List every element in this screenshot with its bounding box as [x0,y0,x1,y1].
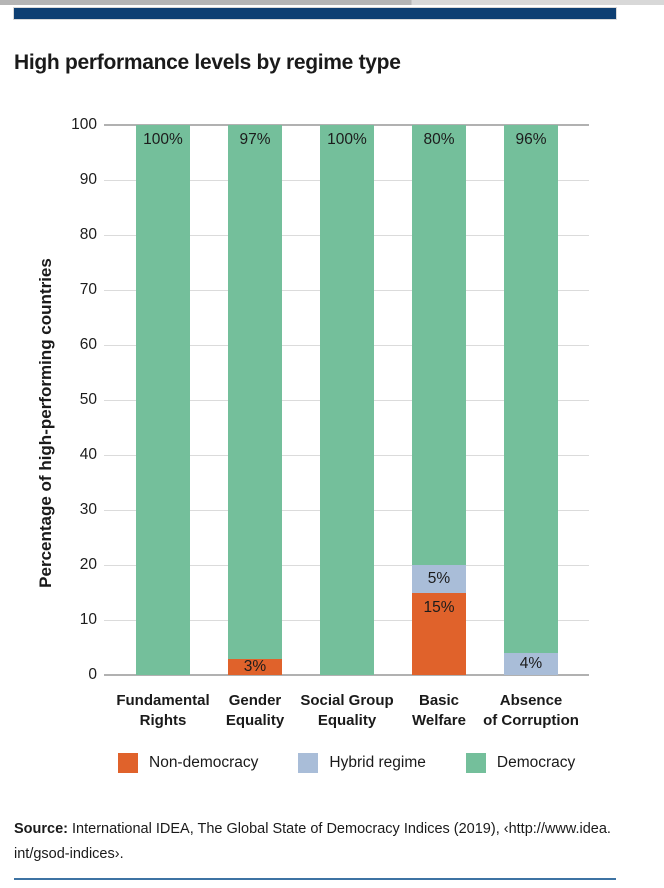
bar-segment-label: 80% [423,131,455,148]
stacked-bar: 15% 5% 80% [412,125,466,675]
legend-label: Non-democracy [149,754,259,771]
bar-segment-label: 97% [239,131,271,148]
bar-segment: 100% [320,125,374,675]
stacked-bar: 100% [136,125,190,675]
source-note: Source: International IDEA, The Global S… [14,817,638,867]
window-top-strip [0,0,664,5]
bar-segment: 15% [412,592,466,675]
page-title: High performance levels by regime type [14,51,401,75]
x-axis-category-labels: Fundamental Rights Gender Equality Social … [104,691,589,735]
legend-item: Non-democracy [118,753,258,773]
bar-segment: 97% [228,125,282,659]
y-tick-label: 90 [79,171,97,188]
bar-segment: 80% [412,125,466,565]
plot-area: 100% 3% 97% 100% 15% 5% 80% 4% 96% [104,124,589,676]
stacked-bar: 100% [320,125,374,675]
legend-swatch [465,753,486,773]
source-line-1-text: International IDEA, The Global State of … [68,821,611,837]
x-category-label: Absence of Corruption [483,692,579,729]
y-tick-label: 60 [79,336,97,353]
bar-segment: 96% [504,125,558,653]
legend-item: Hybrid regime [298,753,426,773]
bar-segment-label: 5% [427,569,451,587]
bar-segment: 100% [136,125,190,675]
y-tick-label: 70 [79,281,97,298]
y-tick-label: 40 [79,446,97,463]
stacked-bar: 3% 97% [228,125,282,675]
legend-item: Democracy [465,753,576,773]
y-tick-label: 0 [88,666,97,683]
y-tick-label: 50 [79,391,97,408]
x-category-label: Basic Welfare [412,692,466,729]
bar-segment: 4% [504,653,558,675]
y-tick-label: 10 [79,611,97,628]
bar-segment-label: 100% [327,131,367,148]
legend-label: Hybrid regime [329,754,426,771]
y-gridline [104,674,589,676]
x-category-label: Fundamental Rights [116,692,210,729]
x-category-label: Social Group Equality [300,692,394,729]
header-accent-bar [13,7,617,20]
bar-segment-label: 96% [515,131,547,148]
y-tick-label: 100 [71,116,97,133]
y-tick-label: 20 [79,556,97,573]
bar-segment: 3% [228,657,282,675]
source-line-2: int/gsod-indices›. [14,846,124,862]
bar-segment-label: 4% [519,655,543,672]
source-label: Source: [14,821,68,837]
bar-segment-label: 15% [423,598,455,616]
bar-segment-label: 100% [143,131,183,148]
bar-segment: 5% [412,565,466,593]
legend-swatch [298,753,319,773]
x-category-label: Gender Equality [225,692,285,729]
y-tick-label: 80 [79,226,97,243]
stacked-bar: 4% 96% [504,125,558,675]
y-tick-label: 30 [79,501,97,518]
source-line-1: Source: International IDEA, The Global S… [14,817,638,842]
footer-rule [14,878,616,880]
bar-segment-label: 3% [243,657,267,675]
legend-swatch [118,753,138,773]
legend-label: Democracy [496,754,576,771]
chart-legend: Non-democracy Hybrid regime Democracy [118,753,575,773]
y-axis-tick-labels: 0 10 20 30 40 50 60 70 80 90 100 [0,116,97,683]
